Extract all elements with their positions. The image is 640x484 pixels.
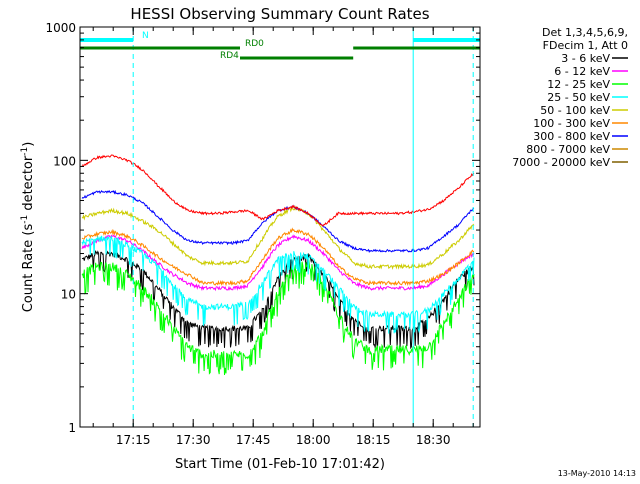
x-tick-label-2: 17:45 [236,433,271,447]
flag-label-rd0: RD0 [245,39,264,49]
legend: Det 1,3,4,5,6,9,FDecim 1, Att 03 - 6 keV… [512,26,628,169]
plot-area: N RD0 RD4 [79,27,480,427]
series-line-6 [81,189,475,253]
legend-entry-label-6: 300 - 800 keV [533,130,610,143]
y-axis-label-part: ) [21,142,36,147]
legend-entry-label-7: 800 - 7000 keV [526,143,610,156]
series-line-5 [81,227,475,287]
y-axis-label-part: detector [21,155,36,215]
y-tick-label-1: 10 [61,288,76,302]
y-tick-label-0: 1 [68,421,76,435]
legend-entry-label-4: 50 - 100 keV [540,104,610,117]
chart-title: HESSI Observing Summary Count Rates [130,5,429,23]
flag-label-rd4: RD4 [220,51,239,61]
footer-date: 13-May-2010 14:13 [558,469,636,478]
x-tick-label-0: 17:15 [116,433,151,447]
y-axis-label-part: -1 [20,215,30,224]
y-tick-label-3: 1000 [45,21,76,35]
y-axis-label-part: Count Rate (s [21,224,36,313]
series-line-1 [81,234,475,292]
axes: 17:15 17:30 17:45 18:00 18:15 18:30 1 10 100 1000… [20,21,481,447]
series-line-9 [81,154,475,227]
legend-entry-label-3: 25 - 50 keV [547,91,610,104]
flag-label-n: N [142,31,149,41]
x-tick-label-1: 17:30 [176,433,211,447]
series-line-2 [81,260,475,376]
series-line-4 [81,205,475,270]
legend-entry-label-5: 100 - 300 keV [533,117,610,130]
legend-header-0: Det 1,3,4,5,6,9, [542,26,628,39]
legend-entry-label-1: 6 - 12 keV [554,65,610,78]
legend-header-1: FDecim 1, Att 0 [543,39,628,52]
series-line-0 [81,250,475,350]
series-line-3 [81,235,475,334]
plot-frame [79,26,481,428]
legend-entry-label-0: 3 - 6 keV [561,52,610,65]
y-tick-label-2: 100 [53,154,76,168]
x-tick-label-4: 18:15 [356,433,391,447]
legend-entry-label-2: 12 - 25 keV [547,78,610,91]
x-tick-label-5: 18:30 [416,433,451,447]
x-tick-label-3: 18:00 [296,433,331,447]
x-axis-label: Start Time (01-Feb-10 17:01:42) [175,457,385,472]
y-axis-label-part: -1 [20,147,30,156]
legend-entry-label-8: 7000 - 20000 keV [512,156,610,169]
y-axis-label: Count Rate (s-1 detector-1) [20,142,36,313]
